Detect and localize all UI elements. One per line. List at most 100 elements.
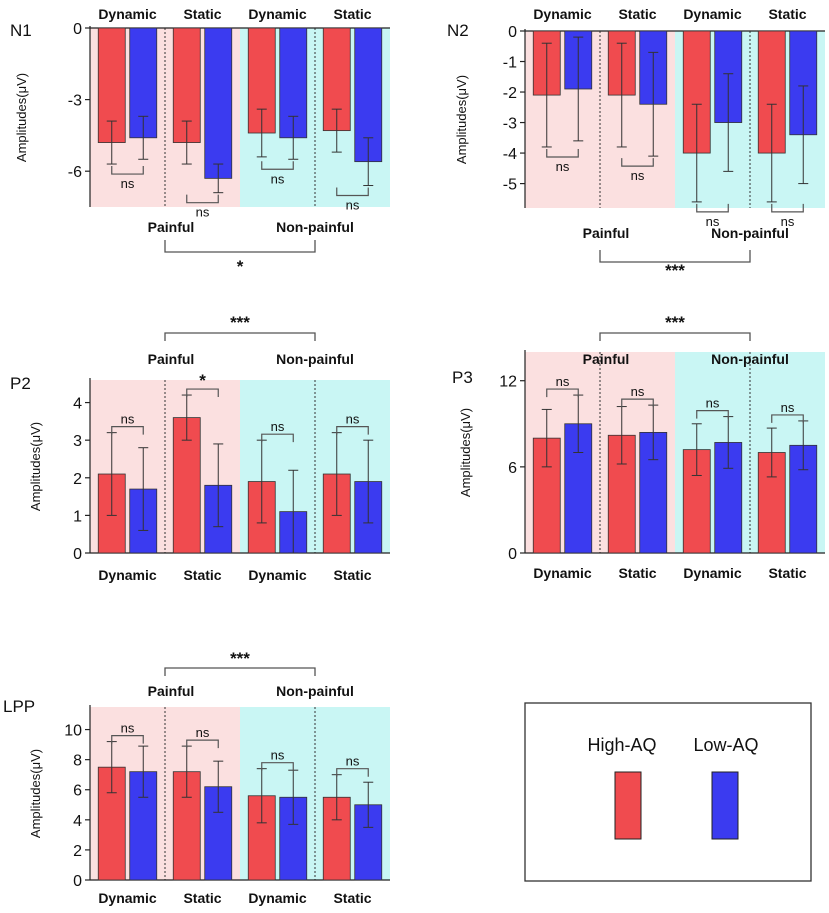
pair-sig-label: * xyxy=(199,371,206,390)
y-tick-label: -3 xyxy=(68,93,82,110)
pair-sig-label: ns xyxy=(346,412,360,427)
group-label: Non-painful xyxy=(711,225,789,241)
condition-label: Static xyxy=(183,6,221,22)
y-tick-label: 4 xyxy=(73,396,82,413)
y-tick-label: 10 xyxy=(64,723,82,740)
y-tick-label: 0 xyxy=(73,546,82,563)
condition-label: Dynamic xyxy=(98,567,157,583)
y-tick-label: 6 xyxy=(73,783,82,800)
pair-sig-label: ns xyxy=(121,176,135,191)
y-tick-label: -2 xyxy=(503,85,517,102)
y-tick-label: 0 xyxy=(73,873,82,890)
pair-sig-bracket xyxy=(546,148,579,158)
y-tick-label: -4 xyxy=(503,146,517,163)
legend-frame xyxy=(524,702,812,882)
group-sig-bracket xyxy=(599,250,751,263)
pair-sig-label: ns xyxy=(196,725,210,740)
group-label: Non-painful xyxy=(276,219,354,235)
condition-label: Static xyxy=(333,567,371,583)
pair-sig-label: ns xyxy=(346,754,360,769)
bar-low-aq xyxy=(564,423,593,554)
group-sig-label: * xyxy=(237,257,244,276)
pair-sig-label: ns xyxy=(271,419,285,434)
y-tick-label: 4 xyxy=(73,813,82,830)
condition-label: Static xyxy=(183,890,221,906)
pair-sig-bracket xyxy=(111,735,144,744)
condition-label: Static xyxy=(183,567,221,583)
legend-high-swatch xyxy=(614,771,642,840)
panel-label: N2 xyxy=(447,21,469,40)
pair-sig-label: ns xyxy=(121,721,135,736)
pair-sig-label: ns xyxy=(271,171,285,186)
condition-label: Dynamic xyxy=(683,6,742,22)
panel-label: P2 xyxy=(10,374,31,393)
y-axis-label: Amplitudes(μV) xyxy=(28,422,43,511)
pair-sig-bracket xyxy=(111,426,144,435)
group-label: Painful xyxy=(148,683,195,699)
pair-sig-label: ns xyxy=(556,159,570,174)
group-sig-bracket xyxy=(164,667,316,676)
condition-label: Dynamic xyxy=(248,6,307,22)
y-axis-label: Amplitudes(μV) xyxy=(28,749,43,838)
group-sig-label: *** xyxy=(665,261,685,280)
condition-label: Dynamic xyxy=(98,6,157,22)
legend-low-swatch xyxy=(711,771,739,840)
pair-sig-bracket xyxy=(186,739,219,749)
group-sig-bracket xyxy=(164,332,316,341)
y-tick-label: 0 xyxy=(508,24,517,41)
legend-low-label: Low-AQ xyxy=(693,735,758,755)
condition-label: Static xyxy=(618,565,656,581)
condition-label: Dynamic xyxy=(533,6,592,22)
pair-sig-bracket xyxy=(771,414,804,423)
pair-sig-bracket xyxy=(621,398,654,408)
group-label: Painful xyxy=(148,351,195,367)
legend-high-label: High-AQ xyxy=(587,735,656,755)
pair-sig-bracket xyxy=(696,203,729,213)
pair-sig-bracket xyxy=(186,194,219,204)
condition-label: Dynamic xyxy=(98,890,157,906)
group-sig-label: *** xyxy=(665,313,685,332)
pair-sig-bracket xyxy=(621,158,654,167)
group-sig-label: *** xyxy=(230,649,250,668)
pair-sig-bracket xyxy=(261,433,294,443)
pair-sig-bracket xyxy=(186,388,219,398)
bar-low-aq xyxy=(204,27,233,179)
group-sig-label: *** xyxy=(230,313,250,332)
group-sig-bracket xyxy=(164,240,316,253)
pair-sig-label: ns xyxy=(631,168,645,183)
panel-label: P3 xyxy=(452,368,473,387)
pair-sig-label: ns xyxy=(196,205,210,220)
group-label: Painful xyxy=(148,219,195,235)
y-tick-label: 0 xyxy=(508,546,517,563)
panel-label: N1 xyxy=(10,21,32,40)
y-tick-label: 1 xyxy=(73,508,82,525)
condition-label: Static xyxy=(618,6,656,22)
pair-sig-bracket xyxy=(546,388,579,398)
condition-label: Dynamic xyxy=(533,565,592,581)
legend: High-AQ Low-AQ xyxy=(524,702,812,882)
condition-label: Static xyxy=(333,6,371,22)
y-tick-label: 3 xyxy=(73,433,82,450)
y-axis-label: Amplitudes(μV) xyxy=(454,75,469,164)
pair-sig-bracket xyxy=(336,426,369,435)
y-tick-label: 0 xyxy=(73,21,82,38)
group-label: Non-painful xyxy=(276,683,354,699)
y-tick-label: 2 xyxy=(73,843,82,860)
pair-sig-label: ns xyxy=(781,400,795,415)
pair-sig-bracket xyxy=(111,166,144,175)
group-label: Non-painful xyxy=(276,351,354,367)
condition-label: Static xyxy=(768,6,806,22)
condition-label: Static xyxy=(333,890,371,906)
condition-label: Static xyxy=(768,565,806,581)
pair-sig-label: ns xyxy=(706,396,720,411)
y-axis-label: Amplitudes(μV) xyxy=(14,73,29,162)
condition-label: Dynamic xyxy=(683,565,742,581)
group-label: Painful xyxy=(583,225,630,241)
pair-sig-label: ns xyxy=(706,214,720,229)
y-tick-label: 2 xyxy=(73,471,82,488)
y-tick-label: 8 xyxy=(73,753,82,770)
y-tick-label: -5 xyxy=(503,177,517,194)
y-tick-label: 12 xyxy=(499,374,517,391)
group-label: Painful xyxy=(583,351,630,367)
group-label: Non-painful xyxy=(711,351,789,367)
